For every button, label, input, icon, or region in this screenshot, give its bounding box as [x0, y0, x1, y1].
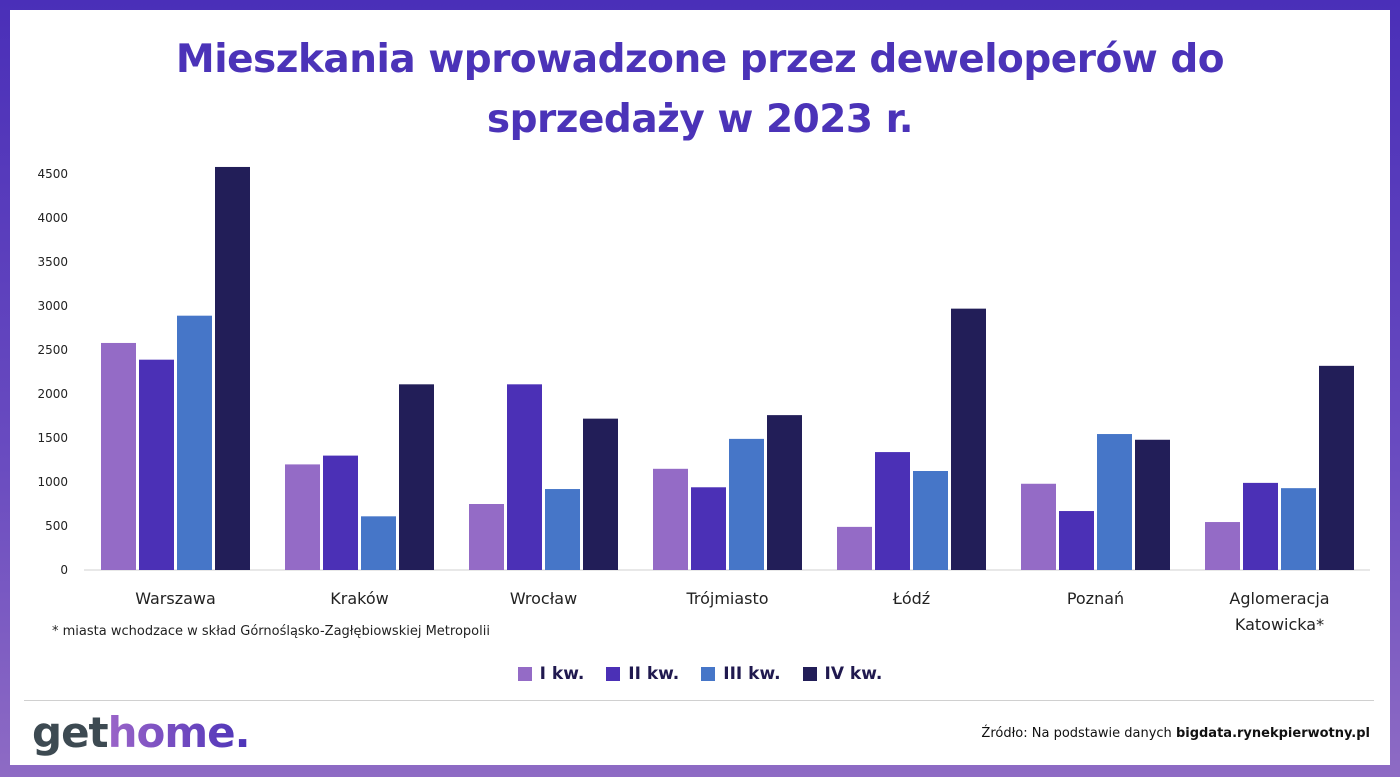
title-line-2: sprzedaży w 2023 r. [486, 97, 914, 142]
legend-label: II kw. [628, 664, 680, 684]
bar [837, 526, 872, 570]
legend-label: IV kw. [824, 664, 883, 684]
bar [507, 384, 542, 570]
x-tick-label: Kraków [330, 589, 388, 608]
x-tick-label: Aglomeracja [1229, 589, 1329, 608]
bar [729, 438, 764, 570]
bar [583, 418, 618, 570]
bar [875, 452, 910, 570]
source-text: Źródło: Na podstawie danych bigdata.ryne… [981, 726, 1370, 741]
bar [399, 384, 434, 570]
bar [545, 489, 580, 570]
legend-swatch [517, 667, 532, 681]
bar [139, 359, 174, 570]
x-tick-label: Warszawa [135, 589, 216, 608]
y-tick-label: 2500 [37, 343, 68, 357]
x-tick-label: Trójmiasto [685, 589, 768, 608]
y-tick-label: 2000 [37, 387, 68, 401]
legend-swatch [802, 667, 817, 681]
legend-label: I kw. [539, 664, 585, 684]
bar [1205, 522, 1240, 570]
bar [653, 468, 688, 570]
bar [101, 342, 136, 570]
bar [323, 455, 358, 570]
legend-swatch [606, 667, 621, 681]
y-tick-label: 4000 [37, 211, 68, 225]
divider [24, 700, 1374, 701]
y-tick-label: 500 [45, 519, 68, 533]
bar [1097, 434, 1132, 570]
legend-item: I kw. [517, 664, 585, 684]
bar [215, 166, 250, 570]
legend-swatch [701, 667, 716, 681]
bar [469, 504, 504, 570]
legend: I kw. II kw. III kw. IV kw. [0, 664, 1400, 684]
bar [913, 471, 948, 570]
legend-item: IV kw. [802, 664, 883, 684]
chart-title: Mieszkania wprowadzone przez deweloperów… [0, 30, 1400, 150]
bar [767, 415, 802, 570]
legend-label: III kw. [723, 664, 781, 684]
y-tick-label: 1000 [37, 475, 68, 489]
y-tick-label: 1500 [37, 431, 68, 445]
bar [1059, 511, 1094, 570]
bar [1281, 488, 1316, 570]
legend-item: II kw. [606, 664, 679, 684]
y-tick-label: 3500 [37, 255, 68, 269]
bar-chart: 0 500 1000 1500 2000 2500 3000 3500 4000 4500 Wars… [37, 166, 1370, 634]
bar [1243, 482, 1278, 570]
x-tick-label: Katowicka* [1235, 615, 1324, 634]
legend-item: III kw. [701, 664, 781, 684]
source-site: bigdata.rynekpierwotny.pl [1175, 726, 1370, 741]
bar [177, 315, 212, 570]
bar [285, 464, 320, 570]
gethome-logo: gethome. [32, 708, 251, 757]
bar [1319, 365, 1354, 570]
x-tick-label: Łódź [892, 589, 930, 608]
bar [691, 487, 726, 570]
x-tick-label: Poznań [1067, 589, 1124, 608]
bar [951, 308, 986, 570]
bar [1021, 483, 1056, 570]
y-tick-label: 0 [60, 563, 68, 577]
y-tick-label: 3000 [37, 299, 68, 313]
footnote: * miasta wchodzace w skład Górnośląsko-Z… [52, 624, 490, 639]
bar [1135, 439, 1170, 570]
bar [361, 516, 396, 570]
x-tick-label: Wrocław [510, 589, 577, 608]
title-line-1: Mieszkania wprowadzone przez deweloperów… [175, 37, 1225, 82]
source-prefix: Źródło: Na podstawie danych [981, 726, 1172, 741]
y-tick-label: 4500 [37, 167, 68, 181]
